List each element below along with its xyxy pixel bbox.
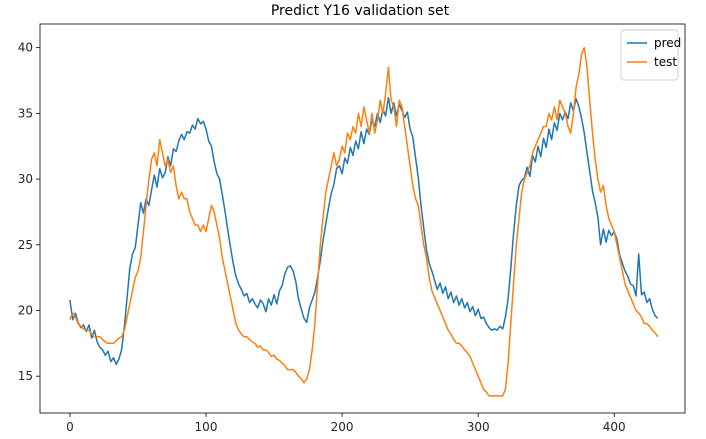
legend: pred test xyxy=(620,29,681,81)
plot-frame xyxy=(39,23,686,414)
y-tick-label: 35 xyxy=(18,106,33,120)
series-layer xyxy=(69,46,659,397)
x-axis-ticks: 0 100 200 300 400 xyxy=(66,413,626,434)
y-tick-label: 20 xyxy=(18,303,33,317)
y-tick-label: 30 xyxy=(18,172,33,186)
y-tick-label: 40 xyxy=(18,41,33,55)
legend-label-test: test xyxy=(654,55,677,69)
y-tick-label: 25 xyxy=(18,238,33,252)
x-tick-label: 200 xyxy=(331,420,354,434)
series-line-test xyxy=(69,46,659,397)
series-line-pred xyxy=(69,96,659,366)
x-tick-label: 300 xyxy=(467,420,490,434)
x-tick-label: 400 xyxy=(603,420,626,434)
y-tick-label: 15 xyxy=(18,369,33,383)
y-axis-ticks: 15 20 25 30 35 40 xyxy=(18,41,40,383)
legend-label-pred: pred xyxy=(654,36,681,50)
x-tick-label: 0 xyxy=(66,420,74,434)
chart-title: Predict Y16 validation set xyxy=(271,3,450,19)
x-tick-label: 100 xyxy=(195,420,218,434)
